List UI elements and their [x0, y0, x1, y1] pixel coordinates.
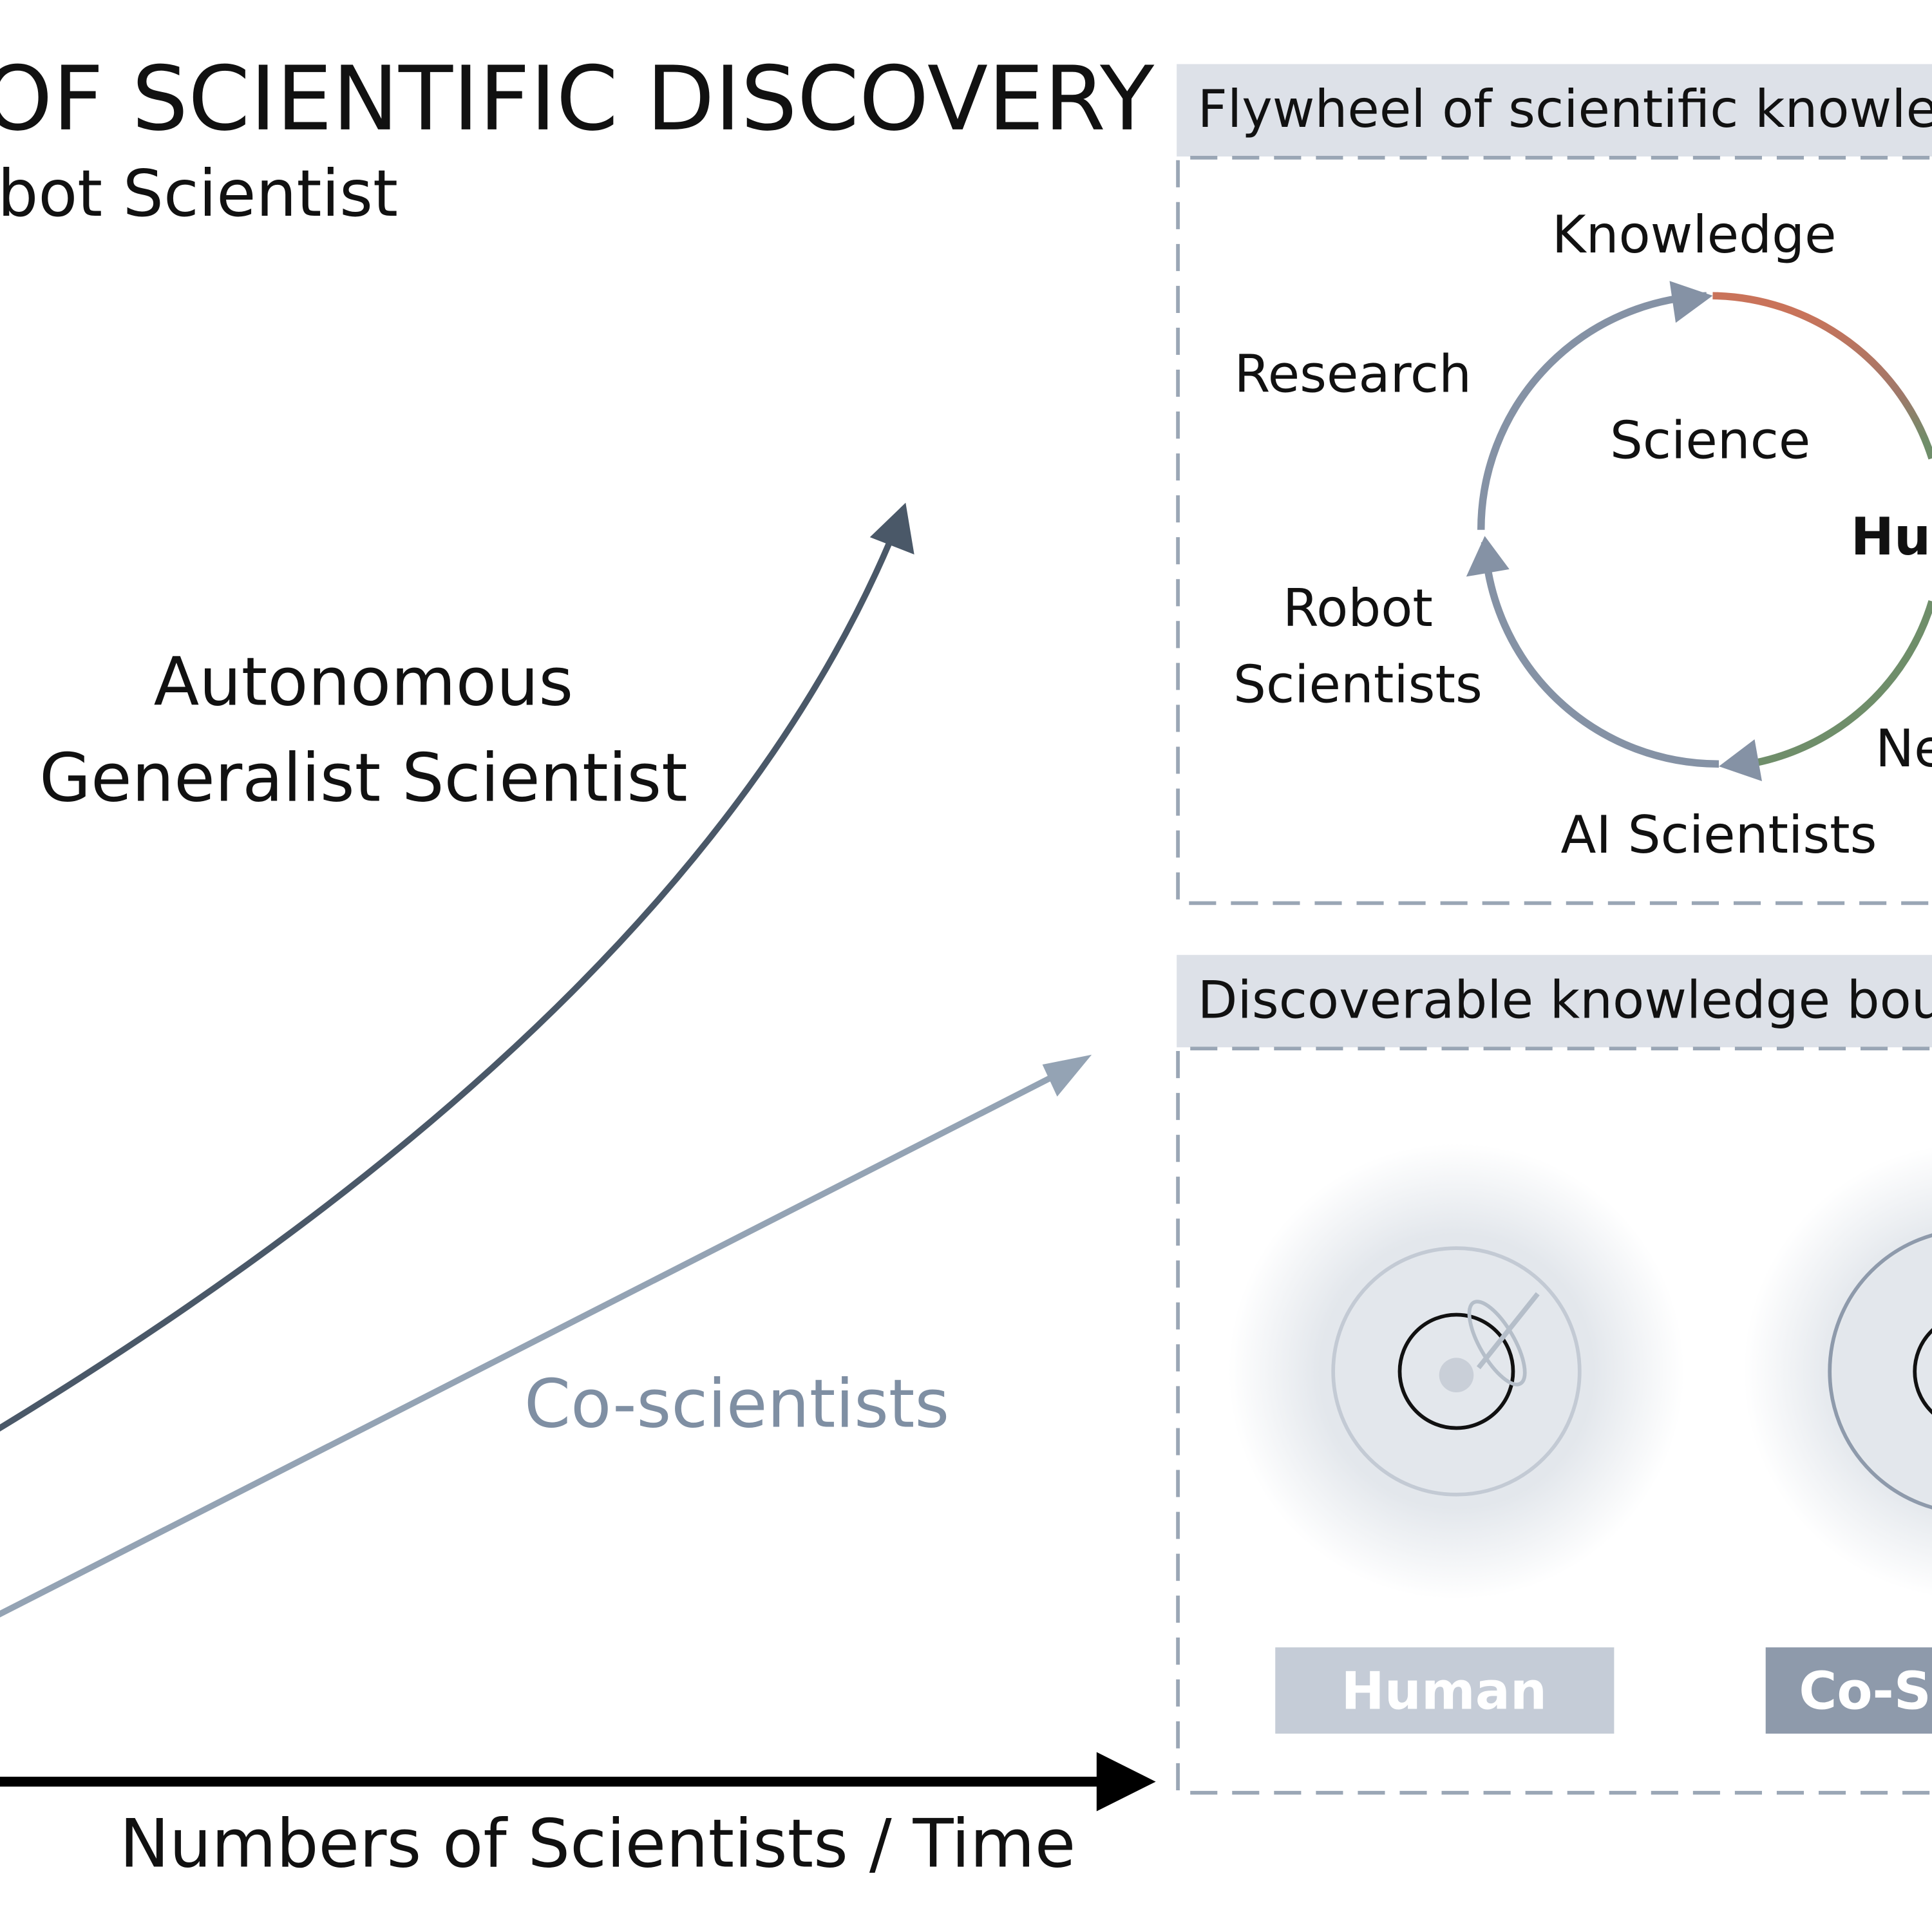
knowledge-circle	[1913, 1328, 1932, 1415]
autonomous-curve	[0, 540, 893, 1432]
item-label-box	[1275, 1647, 1615, 1734]
flywheel-label: Hu	[1851, 506, 1931, 567]
boundary-circle	[1331, 1246, 1582, 1497]
knowledge-circle	[1397, 1312, 1515, 1430]
arrowhead	[1096, 1752, 1156, 1812]
icon	[1439, 1358, 1474, 1392]
arrowhead	[869, 502, 914, 554]
boundary-circle	[1828, 1233, 1932, 1510]
flywheel-arc	[1748, 600, 1932, 768]
panel-header	[1177, 954, 1932, 1048]
flywheel-label: Robot	[1283, 578, 1433, 638]
arrowhead	[1669, 281, 1713, 323]
panel-border	[1176, 1046, 1932, 1795]
flywheel-label: Ne	[1875, 718, 1932, 779]
icon	[1467, 1300, 1527, 1387]
flywheel-label: Knowledge	[1552, 204, 1837, 265]
panel-border	[1176, 156, 1932, 905]
coscientist-line	[0, 1069, 1064, 1618]
panel-header	[1177, 64, 1932, 156]
panel-title: Flywheel of scientific knowle	[1198, 79, 1932, 139]
flywheel-arc	[1481, 542, 1719, 768]
item-label: Human	[1341, 1661, 1548, 1721]
curve-label: Co-scientists	[524, 1366, 949, 1443]
flywheel-label: Research	[1234, 343, 1472, 404]
title: OF SCIENTIFIC DISCOVERY	[0, 48, 1155, 151]
item-label: Co-Sc	[1799, 1661, 1932, 1721]
flywheel-label: AI Scientists	[1560, 804, 1877, 865]
flywheel-label: Science	[1610, 410, 1810, 471]
panel-title: Discoverable knowledge bou	[1198, 969, 1932, 1030]
arrowhead	[1719, 739, 1762, 782]
boundary-halo	[1743, 1146, 1932, 1596]
curve-label: Generalist Scientist	[39, 740, 688, 817]
arrowhead	[1466, 536, 1510, 577]
axis-label: Numbers of Scientists / Time	[120, 1806, 1076, 1883]
flywheel-arc	[1712, 292, 1932, 460]
flywheel-arc	[1477, 292, 1707, 530]
flywheel-label: Scientists	[1233, 654, 1482, 715]
item-label-box	[1765, 1647, 1932, 1734]
curve-label: Autonomous	[154, 643, 574, 721]
subtitle: bot Scientist	[0, 157, 398, 231]
arrowhead	[1042, 1054, 1092, 1097]
